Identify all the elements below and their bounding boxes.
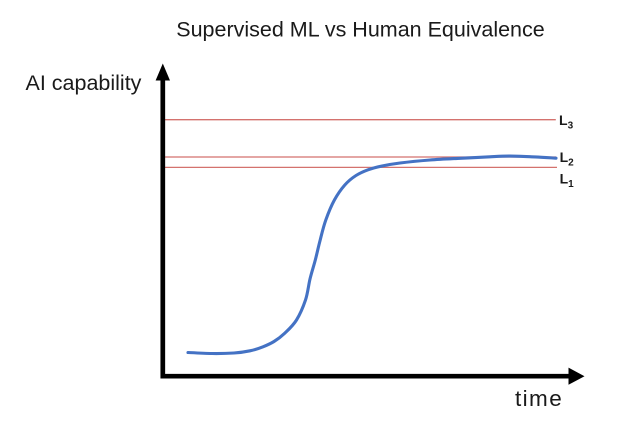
- svg-text:L3: L3: [559, 112, 574, 132]
- svg-text:Supervised ML vs Human Equival: Supervised ML vs Human Equivalence: [176, 17, 544, 41]
- svg-text:L2: L2: [560, 149, 575, 169]
- svg-text:AI capability: AI capability: [26, 71, 142, 95]
- svg-text:time: time: [515, 386, 563, 411]
- svg-text:L1: L1: [560, 170, 575, 190]
